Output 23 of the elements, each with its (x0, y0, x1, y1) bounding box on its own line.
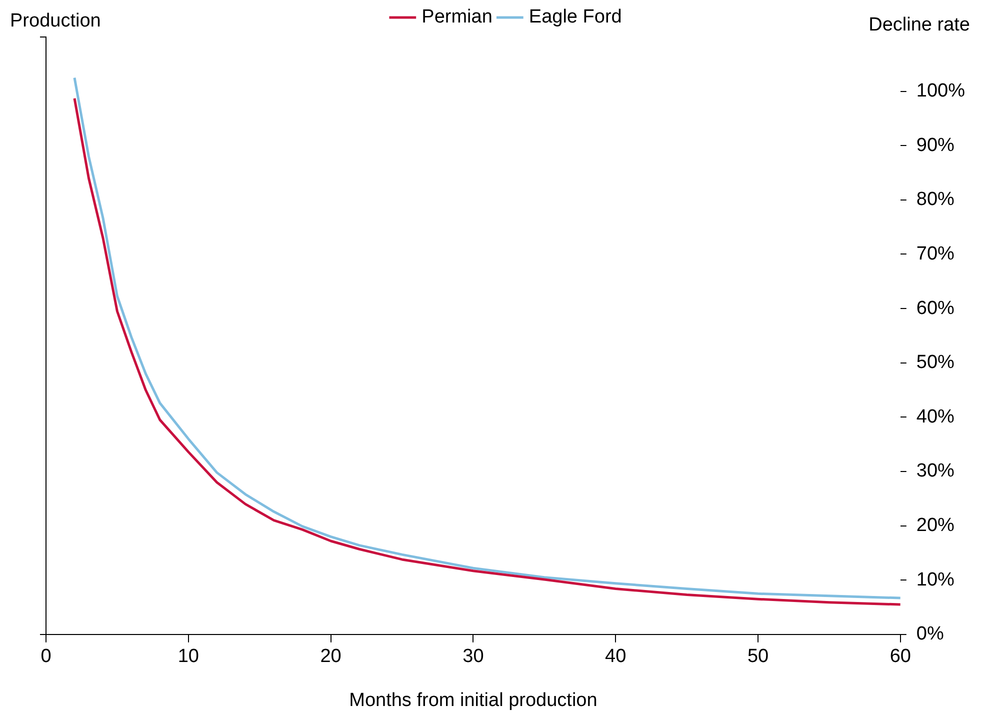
y2-axis-title: Decline rate (868, 14, 970, 36)
y2-tick-label: 100% (916, 80, 966, 102)
legend-label: Eagle Ford (528, 6, 622, 28)
y2-tick-label: 90% (916, 134, 955, 156)
x-axis-title: Months from initial production (349, 690, 598, 711)
y2-tick-label: 30% (916, 460, 955, 482)
x-tick-label: 10 (178, 646, 199, 668)
x-tick-label: 30 (462, 646, 484, 668)
y2-tick-label: 50% (916, 352, 955, 374)
y2-tick-label: 60% (916, 298, 955, 319)
y2-tick-label: 70% (916, 243, 955, 264)
x-tick-label: 50 (747, 646, 769, 668)
y2-tick-label: 20% (916, 515, 955, 536)
y2-tick-label: 0% (916, 624, 944, 645)
x-tick-label: 40 (605, 646, 626, 668)
y-axis-title: Production (10, 10, 101, 32)
y2-tick-label: 10% (916, 569, 955, 590)
y2-tick-label: 80% (916, 189, 955, 210)
x-tick-label: 20 (320, 646, 342, 668)
y2-tick-label: 40% (916, 406, 955, 428)
x-tick-label: 60 (890, 646, 911, 668)
x-tick-label: 0 (40, 646, 52, 668)
legend-label: Permian (422, 6, 492, 28)
